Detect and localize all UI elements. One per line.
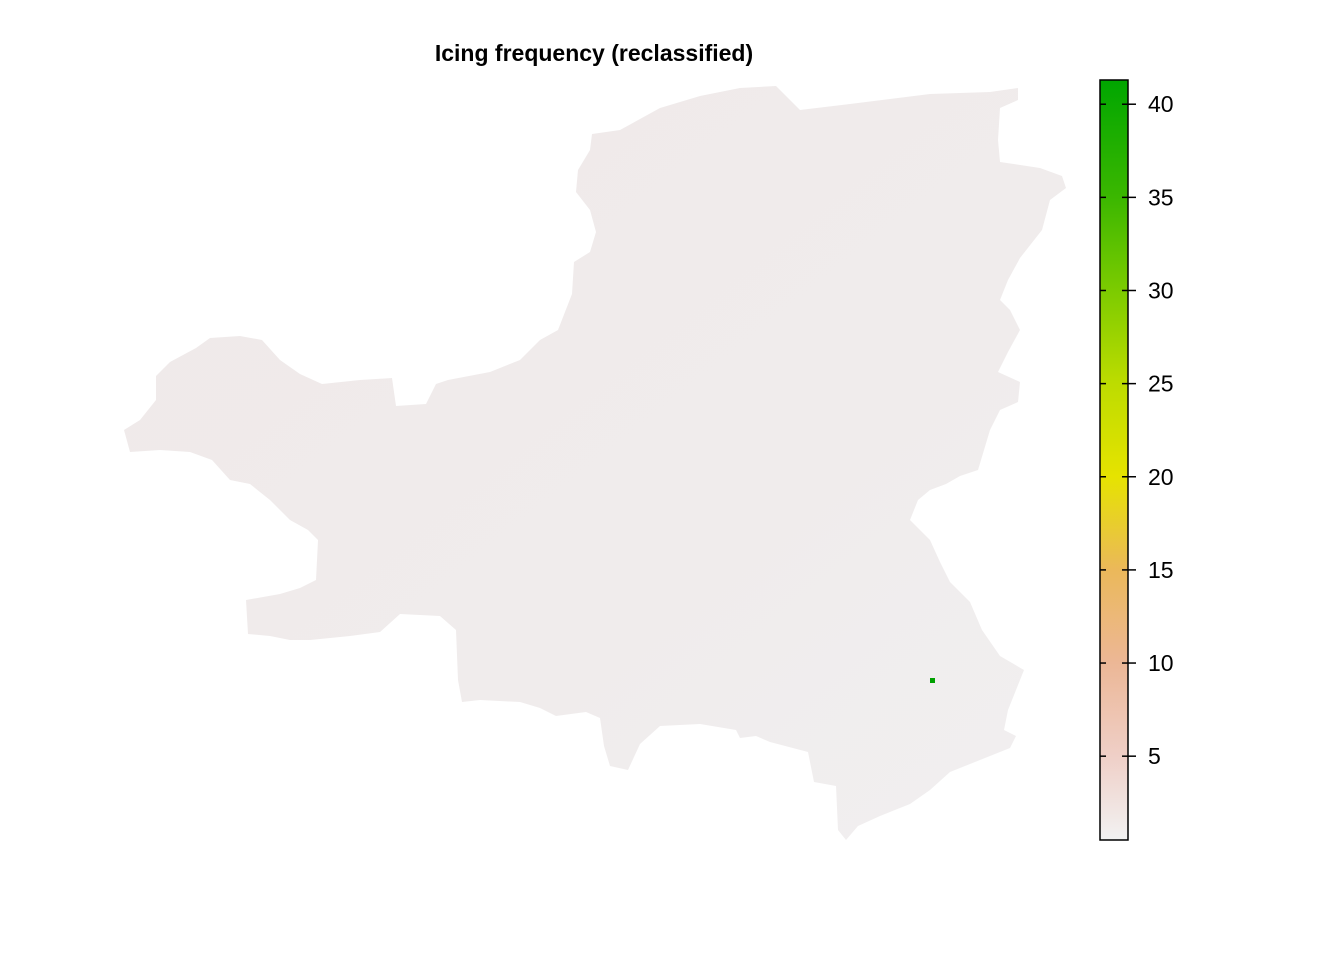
- color-legend: 5 10 15 20 25 30 35 40: [1099, 79, 1174, 841]
- legend-tick-label: 40: [1148, 91, 1174, 117]
- map-title: Icing frequency (reclassified): [435, 40, 753, 66]
- legend-tick-label: 35: [1148, 184, 1174, 210]
- legend-tick-label: 30: [1148, 277, 1174, 303]
- high-frequency-cell: [930, 678, 935, 683]
- legend-tick-label: 15: [1148, 557, 1174, 583]
- legend-tick-label: 5: [1148, 743, 1161, 769]
- legend-ticks: 5 10 15 20 25 30 35 40: [1100, 91, 1174, 769]
- legend-colorbar: [1099, 79, 1129, 841]
- study-area-region: [124, 86, 1066, 840]
- legend-tick-label: 25: [1148, 371, 1174, 397]
- legend-tick-label: 10: [1148, 650, 1174, 676]
- legend-tick-label: 20: [1148, 464, 1174, 490]
